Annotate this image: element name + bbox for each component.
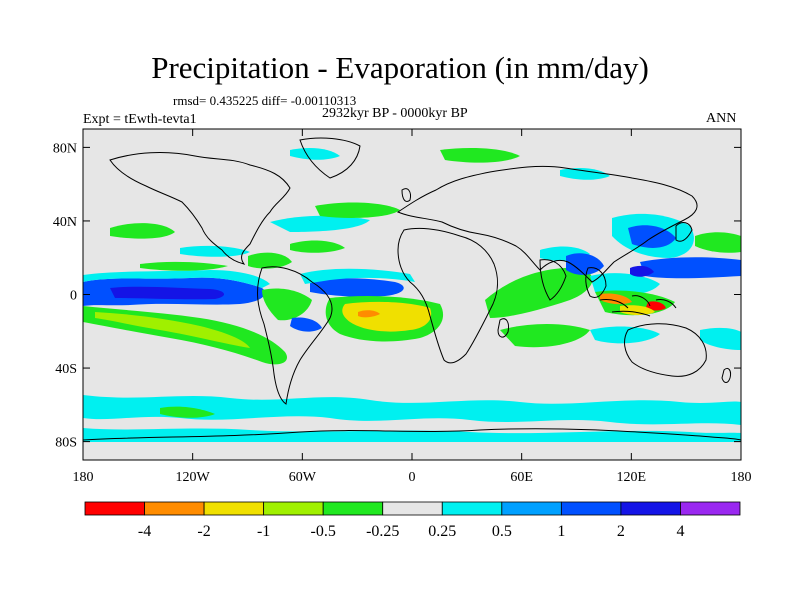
- colorbar-box: [322, 501, 384, 516]
- y-tick-label: 80S: [55, 436, 77, 451]
- continent-outlines: [83, 137, 741, 441]
- region-arctic-cyan-2: [560, 168, 610, 180]
- y-tick-label: 40S: [55, 362, 77, 377]
- colorbar-box: [203, 501, 265, 516]
- experiment-label: Expt = tEwth-tevta1: [83, 112, 197, 127]
- region-north-atlantic-green: [315, 202, 400, 218]
- colorbar-label: 0.5: [492, 523, 512, 540]
- region-maritime-red: [646, 301, 666, 311]
- region-central-pacific-green: [140, 261, 228, 271]
- region-southern-ocean: [83, 395, 741, 425]
- region-north-pacific-east-green: [695, 232, 741, 253]
- region-west-pacific-strong: [630, 265, 654, 277]
- map-axes: 180 120W 60W 0 60E 120E 180 80N 40N 0 40S 80S: [53, 129, 752, 485]
- region-arctic-green: [440, 148, 520, 163]
- region-north-atlantic-green-2: [290, 240, 345, 253]
- outline-maritime-islands: [599, 295, 677, 317]
- x-tick-label: 120W: [176, 470, 211, 485]
- chart-title: Precipitation - Evaporation (in mm/day): [151, 50, 649, 85]
- region-north-atlantic-cyan: [270, 215, 370, 232]
- colorbar: -4 -2 -1 -0.5 -0.25 0.25 0.5 1 2 4: [84, 501, 741, 540]
- region-antarctic-coast: [83, 428, 741, 442]
- x-tick-label: 0: [409, 470, 416, 485]
- colorbar-label: -1: [257, 523, 270, 540]
- region-amazon-green: [262, 288, 312, 321]
- colorbar-box: [84, 501, 145, 516]
- outline-africa: [397, 227, 498, 364]
- region-south-pacific-yellowgreen: [95, 312, 250, 348]
- outline-australia: [624, 323, 707, 377]
- region-indian-ocean-south-cyan: [590, 326, 660, 344]
- region-indian-ocean-south: [500, 324, 590, 348]
- outline-india: [539, 259, 567, 301]
- outline-europe-asia: [396, 165, 698, 283]
- colorbar-box: [441, 501, 503, 516]
- region-maritime-orange: [600, 293, 632, 305]
- region-bay-of-bengal: [566, 253, 604, 275]
- colorbar-label: 2: [617, 523, 625, 540]
- colorbar-label: -2: [197, 523, 210, 540]
- outline-japan: [675, 222, 693, 242]
- region-arctic-cyan: [290, 148, 340, 160]
- colorbar-label: -4: [138, 523, 151, 540]
- colorbar-box: [263, 501, 324, 516]
- region-south-pacific-east-cyan: [700, 327, 741, 350]
- colorbar-label: 0.25: [428, 523, 456, 540]
- region-south-atlantic-yellow: [342, 301, 432, 332]
- colorbar-box: [144, 501, 205, 516]
- outline-greenland: [299, 137, 361, 179]
- colorbar-box: [560, 501, 622, 516]
- outline-new-zealand: [721, 367, 731, 383]
- region-indian-ocean: [485, 267, 593, 318]
- colorbar-label: -0.5: [311, 523, 336, 540]
- period-label: 2932kyr BP - 0000kyr BP: [322, 106, 468, 121]
- season-label: ANN: [706, 111, 737, 126]
- x-tick-label: 180: [73, 470, 94, 485]
- y-tick-label: 80N: [53, 141, 77, 156]
- outline-north-america: [109, 152, 291, 265]
- region-south-america-blue: [290, 317, 322, 332]
- region-caribbean-green: [248, 252, 292, 269]
- region-equatorial-pacific-strong: [110, 286, 225, 300]
- region-southern-ocean-green: [160, 406, 215, 418]
- outline-madagascar: [497, 318, 509, 338]
- y-tick-label: 0: [70, 289, 77, 304]
- region-north-pacific-green: [110, 223, 175, 239]
- region-equatorial-atlantic: [310, 278, 404, 297]
- x-tick-label: 60E: [510, 470, 533, 485]
- outline-south-america: [257, 266, 333, 405]
- colorbar-label: 4: [676, 523, 684, 540]
- colorbar-label: 1: [557, 523, 565, 540]
- outline-antarctica: [83, 428, 741, 441]
- colorbar-box: [501, 501, 562, 516]
- colorbar-label: -0.25: [366, 523, 399, 540]
- colorbar-box: [382, 501, 443, 516]
- x-tick-label: 60W: [289, 470, 317, 485]
- x-tick-label: 180: [731, 470, 752, 485]
- field-layer: [83, 148, 741, 442]
- stats-label: rmsd= 0.435225 diff= -0.00110313: [173, 93, 357, 108]
- colorbar-box: [620, 501, 681, 516]
- region-west-pacific-blue: [640, 257, 741, 279]
- region-north-pacific-cyan: [180, 245, 250, 257]
- region-south-atlantic-orange: [358, 310, 380, 318]
- x-tick-label: 120E: [617, 470, 647, 485]
- region-east-pacific-cyan: [83, 270, 270, 288]
- region-atlantic-cyan: [300, 268, 415, 284]
- region-maritime-cyan: [590, 273, 660, 296]
- outline-uk: [401, 188, 411, 203]
- outline-southeast-asia: [585, 267, 607, 299]
- colorbar-box: [680, 501, 741, 516]
- y-tick-label: 40N: [53, 215, 77, 230]
- region-maritime-yellow: [620, 305, 655, 315]
